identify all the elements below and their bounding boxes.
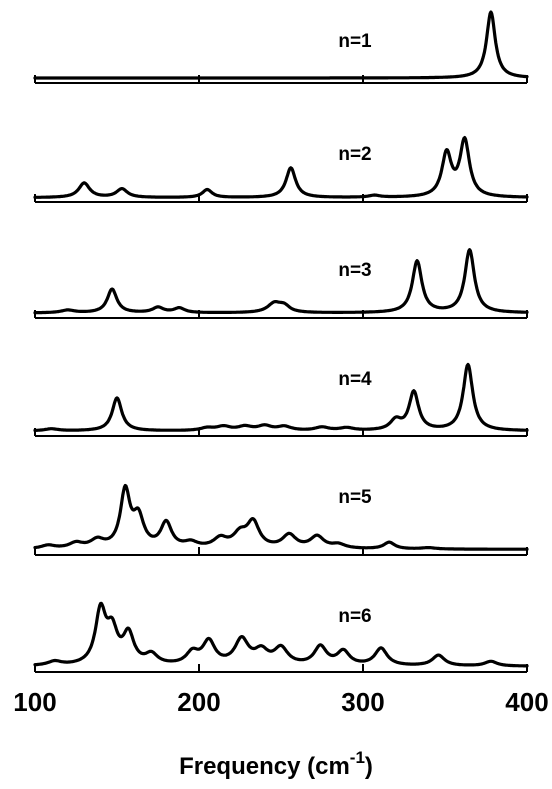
panel-label: n=5: [338, 487, 372, 508]
spectrum-line-n=2: [33, 136, 529, 199]
x-tick-labels: 100 200 300 400: [13, 687, 548, 717]
panel-5: n=5: [33, 483, 529, 556]
panel-1: n=1: [33, 10, 529, 84]
x-axis-label: Frequency (cm-1): [179, 748, 373, 780]
panel-4: n=4: [33, 362, 529, 437]
x-tick-label: 200: [177, 687, 220, 717]
panels-group: n=1 n=2 n=3 n=4 n=5 n=6: [33, 10, 529, 673]
panel-label: n=3: [338, 260, 371, 281]
x-tick-label: 300: [341, 687, 384, 717]
panel-3: n=3: [33, 248, 529, 319]
panel-label: n=1: [338, 31, 372, 52]
x-tick-label: 400: [505, 687, 548, 717]
x-tick-label: 100: [13, 687, 56, 717]
panel-label: n=2: [338, 144, 371, 165]
panel-2: n=2: [33, 136, 529, 203]
spectrum-line-n=1: [33, 10, 529, 80]
spectrum-line-n=3: [33, 248, 529, 315]
panel-label: n=6: [338, 606, 371, 627]
spectrum-line-n=6: [33, 601, 529, 668]
panel-label: n=4: [338, 369, 372, 390]
spectrum-line-n=4: [33, 362, 529, 432]
spectrum-line-n=5: [33, 483, 529, 551]
panel-6: n=6: [33, 601, 529, 673]
